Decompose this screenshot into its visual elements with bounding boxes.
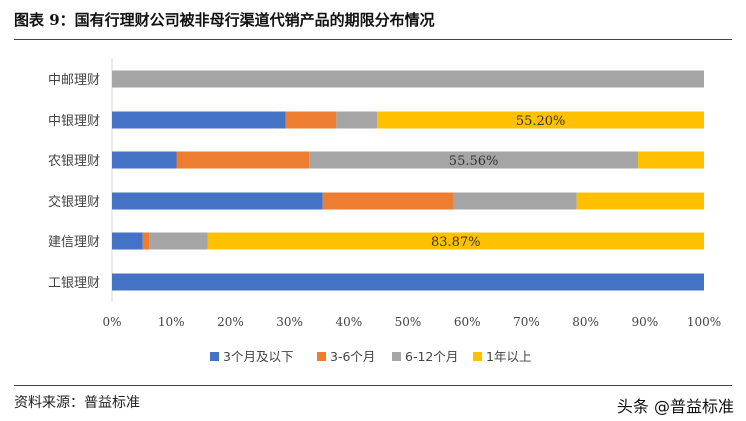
bar-segment <box>453 192 577 210</box>
top-rule <box>14 39 732 40</box>
data-label: 83.87% <box>431 235 481 250</box>
figure-title: 图表 9：国有行理财公司被非母行渠道代销产品的期限分布情况 <box>14 11 435 29</box>
legend-label: 3-6个月 <box>330 349 375 364</box>
category-label: 中银理财 <box>48 114 100 129</box>
bar-segment <box>336 111 378 129</box>
bar-segment <box>322 192 454 210</box>
legend-swatch <box>473 352 482 361</box>
bar-segment <box>377 111 704 129</box>
category-label: 建信理财 <box>48 235 100 250</box>
category-label: 中邮理财 <box>48 73 100 88</box>
legend-swatch <box>210 352 219 361</box>
bar-segment <box>309 151 639 169</box>
data-label: 55.56% <box>449 154 499 169</box>
source-note: 资料来源：普益标准 <box>14 395 140 411</box>
x-tick-label: 40% <box>335 315 362 329</box>
bar-segment <box>142 232 150 250</box>
category-label: 交银理财 <box>48 194 100 210</box>
bar-segment <box>112 273 704 291</box>
legend-label: 1年以上 <box>486 349 531 364</box>
bar-segment <box>638 151 704 169</box>
bar-segment <box>112 192 323 210</box>
legend-swatch <box>317 352 326 361</box>
data-label: 55.20% <box>516 114 566 129</box>
x-tick-label: 20% <box>217 315 244 329</box>
bar-segment <box>207 232 704 250</box>
bar-segment <box>149 232 208 250</box>
bar-segment <box>285 111 337 129</box>
legend-label: 3个月及以下 <box>223 349 293 364</box>
x-tick-label: 60% <box>454 315 481 329</box>
bar-segment <box>176 151 310 169</box>
category-label: 工银理财 <box>48 276 100 291</box>
bottom-rule <box>14 385 732 386</box>
bar-segment <box>112 232 143 250</box>
bar-segment <box>112 111 286 129</box>
x-tick-label: 50% <box>395 315 422 329</box>
legend-swatch <box>392 352 401 361</box>
x-tick-label: 90% <box>631 315 658 329</box>
bar-segment <box>112 70 704 88</box>
category-label: 农银理财 <box>48 154 100 169</box>
x-tick-label: 10% <box>158 315 185 329</box>
watermark: 头条 @普益标准 <box>616 397 734 416</box>
x-tick-label: 80% <box>572 315 599 329</box>
x-tick-label: 0% <box>102 315 121 329</box>
x-tick-label: 100% <box>687 315 721 329</box>
bar-segment <box>112 151 177 169</box>
bar-segment <box>576 192 704 210</box>
legend-label: 6-12个月 <box>405 349 458 364</box>
x-tick-label: 30% <box>276 315 303 329</box>
x-tick-label: 70% <box>513 315 540 329</box>
